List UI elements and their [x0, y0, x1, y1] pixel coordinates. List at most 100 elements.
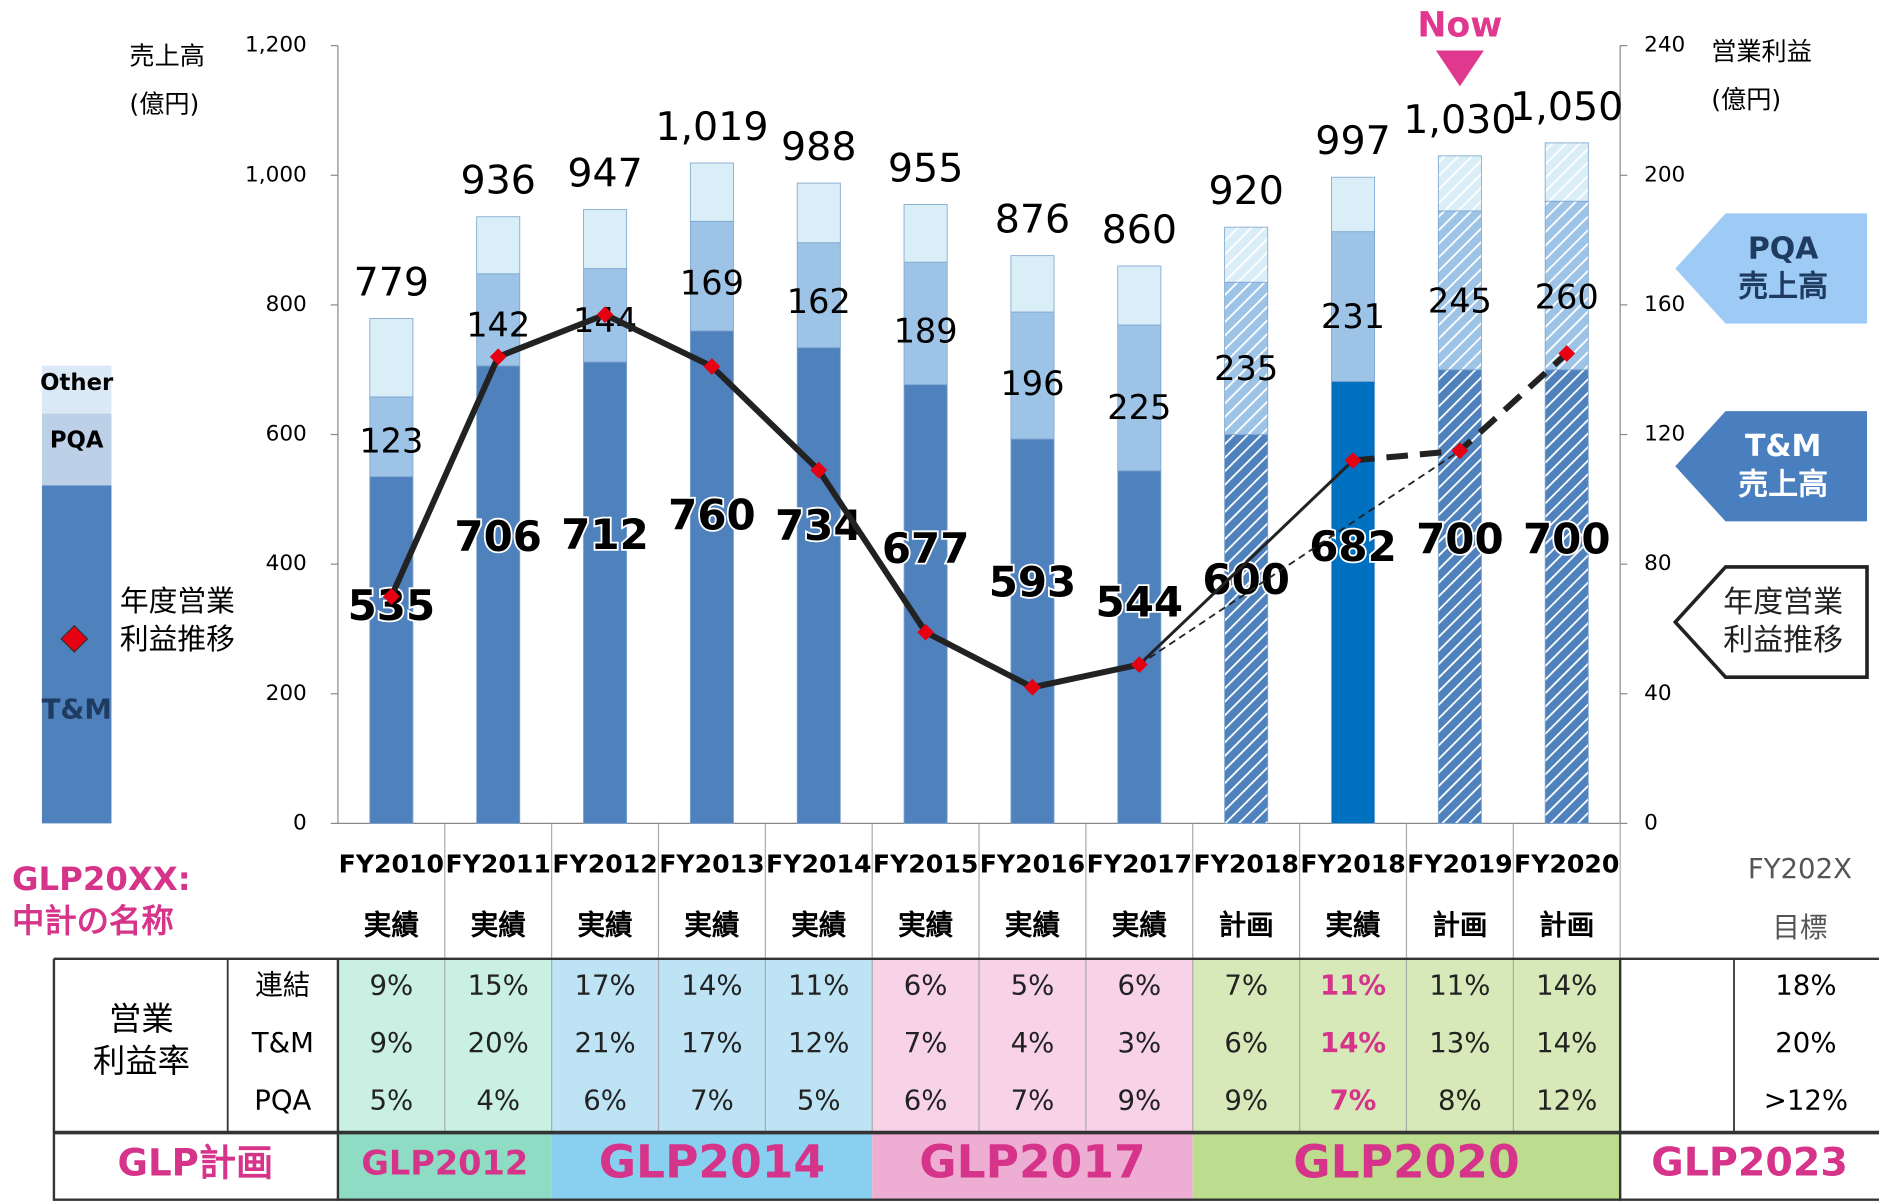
x-tick-status: 実績 [791, 909, 847, 941]
tm-label: 600 [1202, 555, 1290, 604]
cell: 20% [468, 1027, 529, 1059]
pqa-label: 169 [680, 263, 744, 302]
cell: 5% [370, 1084, 414, 1116]
y2-tick-label: 240 [1644, 33, 1685, 58]
x-tick-label: FY2015 [873, 849, 978, 878]
plan-name: GLP2017 [919, 1135, 1145, 1188]
cell: 14% [681, 969, 742, 1001]
x-tick-status: 実績 [578, 909, 634, 941]
cell: 12% [788, 1027, 849, 1059]
tm-label: 682 [1309, 522, 1397, 571]
cell: 12% [1536, 1084, 1597, 1116]
legend-other [41, 365, 112, 414]
cell: 11% [1429, 969, 1490, 1001]
cell: 3% [1117, 1027, 1161, 1059]
bar-segment [1544, 200, 1589, 371]
x-tick-status: 実績 [1112, 909, 1168, 941]
x-tick-label: FY2017 [1087, 849, 1192, 878]
cell: 13% [1429, 1027, 1490, 1059]
y-tick-label: 1,000 [245, 162, 307, 187]
cell: 9% [1224, 1084, 1268, 1116]
bar-segment [1224, 226, 1269, 283]
row-name: 連結 [255, 969, 310, 1001]
side-label: T&M 売上高 [1738, 429, 1828, 502]
legend-pqa [41, 413, 112, 486]
legend-label: T&M [42, 694, 112, 726]
total-label: 876 [995, 197, 1070, 243]
bar-segment [1010, 438, 1055, 824]
x-tick-status: 実績 [1005, 909, 1061, 941]
cell: 4% [1011, 1027, 1055, 1059]
profit-marker [1130, 656, 1148, 673]
cell: 6% [904, 1084, 948, 1116]
total-label: 1,050 [1510, 84, 1623, 130]
profit-marker [1344, 452, 1362, 469]
y-tick-label: 0 [293, 810, 307, 835]
bar-segment [1224, 434, 1269, 824]
side-arrow [1675, 213, 1868, 324]
cell: 7% [1011, 1084, 1055, 1116]
legend-marker [60, 624, 89, 653]
tm-label: 593 [989, 558, 1077, 607]
x-tick-status: 計画 [1432, 909, 1487, 941]
total-label: 936 [460, 158, 535, 204]
profit-marker [382, 588, 400, 605]
cell: 9% [1117, 1084, 1161, 1116]
x-tick-label: FY2018 [1193, 849, 1298, 878]
y-tick-label: 800 [266, 292, 307, 317]
bar-segment [1437, 155, 1482, 212]
x-tick-label: FY2019 [1407, 849, 1512, 878]
plan-band [872, 1132, 1193, 1201]
bar-segment [903, 261, 948, 386]
pqa-label: 123 [359, 422, 423, 461]
now-arrow [1435, 50, 1484, 87]
bar-segment [1437, 210, 1482, 371]
x-tick-label: FY2016 [980, 849, 1085, 878]
profit-line [388, 311, 1140, 691]
cell: 20% [1775, 1027, 1836, 1059]
cell: 11% [788, 969, 849, 1001]
bar-segment [1010, 255, 1055, 313]
x-tick-status: 計画 [1219, 909, 1274, 941]
x-tick-status: 実績 [684, 909, 740, 941]
cell: 7% [1330, 1084, 1377, 1116]
cell: 14% [1536, 1027, 1597, 1059]
cell: 7% [690, 1084, 734, 1116]
y2-tick-label: 0 [1644, 810, 1658, 835]
target-header: FY202X [1748, 853, 1852, 885]
cell: 21% [574, 1027, 635, 1059]
pqa-label: 162 [787, 282, 851, 321]
cell: 17% [574, 969, 635, 1001]
x-tick-label: FY2014 [766, 849, 871, 878]
bar-segment [1544, 369, 1589, 824]
profit-line [1138, 459, 1355, 666]
bar-segment [476, 365, 521, 824]
bar-segment [1544, 142, 1589, 202]
legend-tm [41, 485, 112, 824]
bar-segment [1117, 470, 1162, 824]
total-label: 920 [1208, 168, 1283, 214]
y-axis-label: 売上高(億円) [129, 42, 204, 119]
bar-segment [796, 242, 841, 349]
x-tick-label: FY2013 [659, 849, 764, 878]
tm-label: 706 [454, 512, 542, 561]
profit-marker [1024, 678, 1041, 696]
plan-name: GLP2012 [361, 1143, 528, 1182]
pqa-label: 196 [1000, 364, 1064, 403]
profit-marker [917, 623, 935, 641]
total-label: 1,019 [655, 104, 768, 150]
cell: 9% [370, 969, 414, 1001]
y2-tick-label: 40 [1644, 681, 1671, 706]
cell: 14% [1320, 1027, 1386, 1059]
cell: 6% [904, 969, 948, 1001]
annotation: Now [1417, 5, 1502, 45]
side-label: PQA 売上高 [1738, 231, 1828, 304]
bar-segment [1224, 281, 1269, 435]
cell: 5% [797, 1084, 841, 1116]
pqa-label: 245 [1428, 282, 1492, 321]
x-tick-label: FY2012 [552, 849, 657, 878]
total-label: 779 [354, 259, 429, 305]
y2-tick-label: 200 [1644, 162, 1685, 187]
target-header: 目標 [1772, 912, 1827, 944]
y-tick-label: 400 [266, 551, 307, 576]
